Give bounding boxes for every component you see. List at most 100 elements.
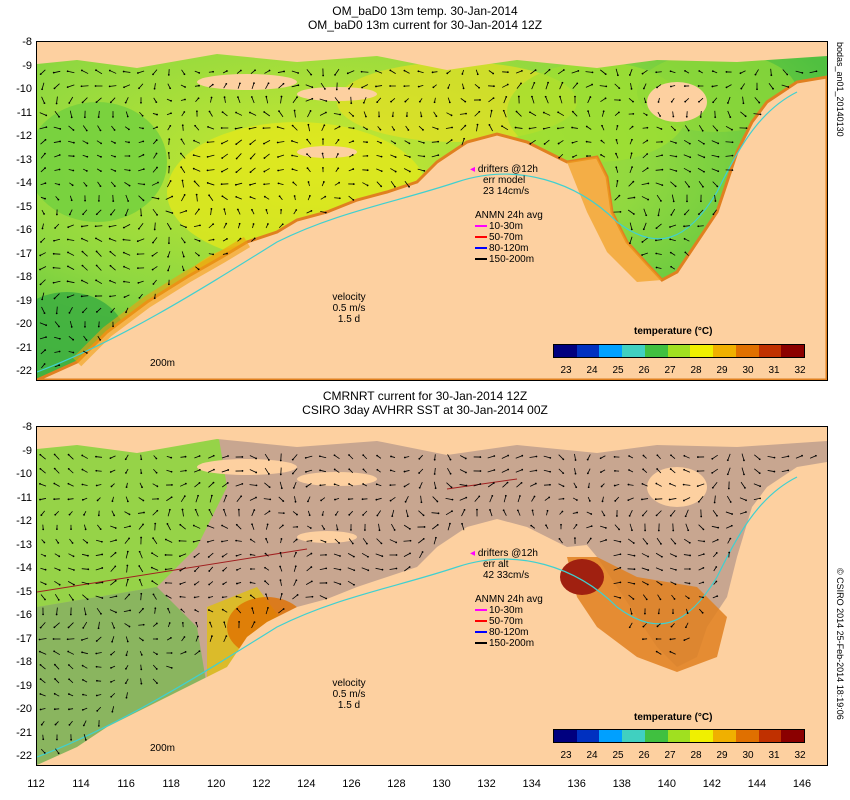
current-arrow [642,237,648,243]
current-arrow-head [225,635,228,638]
lat-tick-label: -14 [16,562,32,574]
current-arrow-head [39,663,42,666]
lon-tick-label: 112 [27,778,45,790]
lat-tick-label: -8 [22,421,32,433]
current-arrow [404,140,410,144]
current-arrow [56,306,58,314]
current-arrow-head [815,70,818,73]
current-arrow [334,469,340,473]
current-arrow-head [657,214,660,217]
current-arrow [81,238,89,242]
current-arrow-head [714,200,717,202]
current-arrow-head [644,101,647,104]
current-arrow [391,509,395,517]
current-arrow-head [87,554,89,557]
current-arrow-head [322,74,325,77]
current-arrow [279,593,283,601]
current-arrow-head [699,116,702,118]
lat-tick-label: -11 [16,106,32,119]
current-arrow-head [675,155,678,158]
current-arrow [559,82,563,90]
current-arrow-head [41,88,43,91]
current-arrow-head [39,498,41,501]
current-arrow [194,209,200,215]
current-arrow [250,153,256,159]
current-arrow-head [291,124,294,127]
current-arrow-head [479,456,482,458]
current-arrow-head [141,114,144,117]
current-arrow [348,111,354,117]
current-arrow [487,455,495,459]
current-arrow-head [295,209,298,211]
current-arrow-head [787,469,790,472]
current-arrow-head [95,484,98,487]
current-arrow-head [249,157,252,160]
current-arrow [445,498,453,500]
current-arrow-head [645,114,648,116]
current-arrow [516,482,522,488]
current-arrow-head [112,115,114,118]
lat-tick-label: -9 [22,444,32,457]
current-arrow [683,497,691,501]
current-arrow-head [716,129,719,132]
current-arrow-head [378,115,380,118]
current-arrow-head [43,363,46,365]
current-arrow-head [461,73,464,75]
lat-tick-label: -13 [16,538,32,551]
current-arrow-head [352,168,355,170]
current-arrow-head [68,213,71,216]
current-arrow-head [515,110,518,113]
current-arrow-head [646,126,649,129]
current-arrow-head [589,96,592,98]
current-arrow-head [420,115,423,118]
current-arrow [96,470,102,472]
current-arrow [193,154,201,158]
current-arrow [68,125,74,131]
current-arrow [95,69,103,75]
current-arrow [642,167,648,173]
depth-label: 150-200m [489,254,535,265]
current-arrow-head [669,514,672,517]
current-arrow [656,483,662,487]
current-arrow [433,481,437,489]
current-arrow [53,238,61,242]
current-arrow-head [675,170,678,172]
bottom-scale-label: 200m [150,743,176,754]
lat-tick-label: -21 [16,726,32,739]
current-arrow-head [682,483,685,486]
current-arrow-head [221,170,223,173]
current-arrow [194,566,200,572]
current-arrow-head [380,185,383,188]
current-arrow-head [628,469,630,471]
current-arrow-head [417,70,420,73]
current-arrow [40,594,46,600]
current-arrow-head [701,611,704,614]
current-arrow-head [729,537,732,540]
current-arrow-head [478,86,480,89]
current-arrow-head [221,142,223,145]
bottom-map-panel[interactable] [36,426,828,766]
current-arrow-head [655,266,658,269]
current-arrow-head [296,594,299,596]
current-arrow [431,154,439,158]
current-arrow-head [220,183,223,186]
current-arrow-head [587,486,590,489]
current-arrow-head [436,500,439,503]
current-arrow-head [140,101,142,104]
current-arrow [123,239,131,241]
current-arrow [82,125,88,131]
current-arrow [294,110,296,118]
current-arrow [698,553,704,557]
current-arrow-head [642,87,645,90]
island [197,74,297,90]
colorbar-segment [690,345,714,357]
current-arrow [725,511,733,515]
current-arrow-head [605,539,607,541]
current-arrow [67,280,75,284]
lat-tick-label: -22 [16,365,32,377]
depth-swatch [475,247,487,250]
top-map-panel[interactable] [36,41,828,381]
current-arrow [39,266,47,270]
current-arrow-head [669,650,672,653]
colorbar-tick-label: 31 [768,365,780,376]
